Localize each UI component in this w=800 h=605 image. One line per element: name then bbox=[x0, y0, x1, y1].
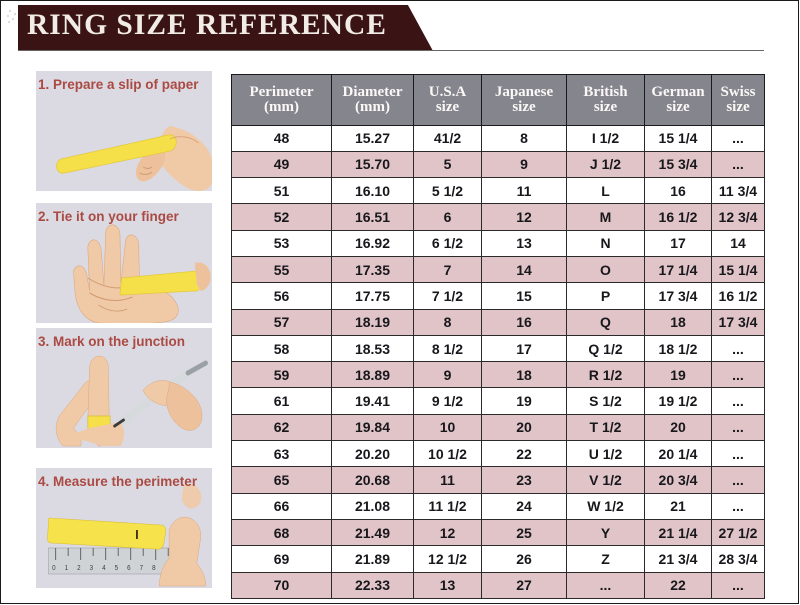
svg-text:2: 2 bbox=[77, 565, 81, 572]
svg-text:8: 8 bbox=[152, 565, 156, 572]
svg-text:7: 7 bbox=[140, 565, 144, 572]
svg-text:5: 5 bbox=[115, 565, 119, 572]
svg-text:0: 0 bbox=[52, 565, 56, 572]
svg-text:3: 3 bbox=[90, 565, 94, 572]
svg-text:6: 6 bbox=[127, 565, 131, 572]
svg-text:1: 1 bbox=[65, 565, 69, 572]
svg-text:4: 4 bbox=[102, 565, 106, 572]
